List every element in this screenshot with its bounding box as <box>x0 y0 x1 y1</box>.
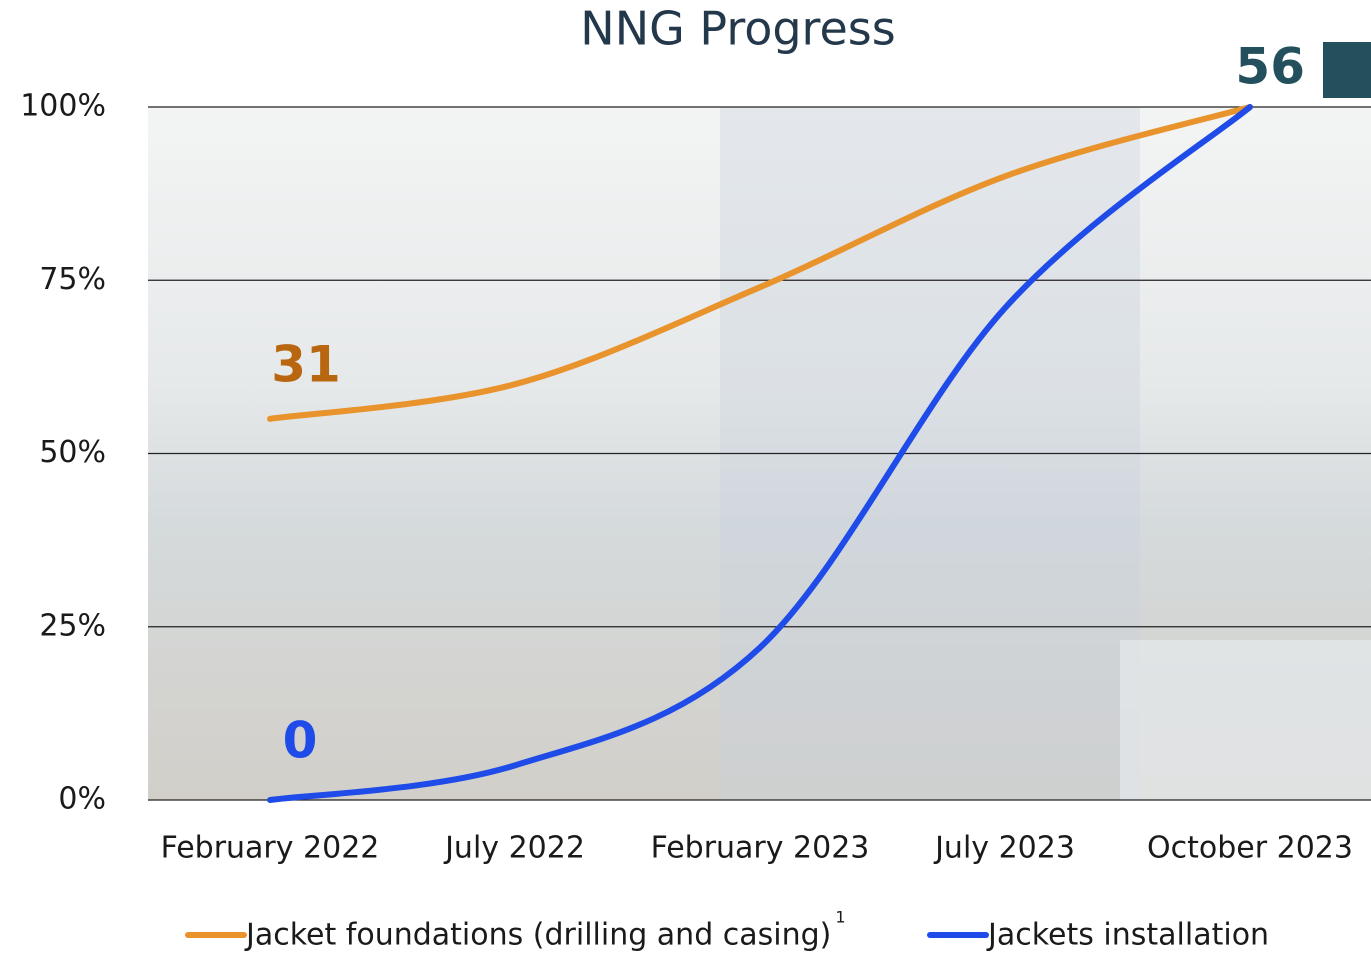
chart-title: NNG Progress <box>580 2 895 56</box>
x-tick-label: October 2023 <box>1147 831 1353 866</box>
y-tick-label: 25% <box>39 608 106 643</box>
annotation: 56 <box>1235 38 1305 96</box>
legend-footnote: 1 <box>835 908 845 927</box>
x-tick-label: July 2022 <box>443 831 585 866</box>
annotation: 31 <box>271 336 341 394</box>
legend-label: Jacket foundations (drilling and casing) <box>244 918 831 953</box>
y-tick-label: 50% <box>39 435 106 470</box>
x-tick-label: February 2022 <box>161 831 380 866</box>
y-tick-label: 75% <box>39 262 106 297</box>
annotation: 0 <box>283 712 318 770</box>
annotation-marker <box>1323 42 1371 98</box>
y-tick-label: 0% <box>58 782 106 817</box>
x-tick-label: July 2023 <box>933 831 1075 866</box>
background-container <box>1120 640 1371 800</box>
legend-label: Jackets installation <box>986 918 1269 953</box>
series-line <box>267 104 1253 803</box>
x-tick-label: February 2023 <box>651 831 870 866</box>
series-line <box>267 104 1253 422</box>
y-tick-label: 100% <box>20 89 106 124</box>
